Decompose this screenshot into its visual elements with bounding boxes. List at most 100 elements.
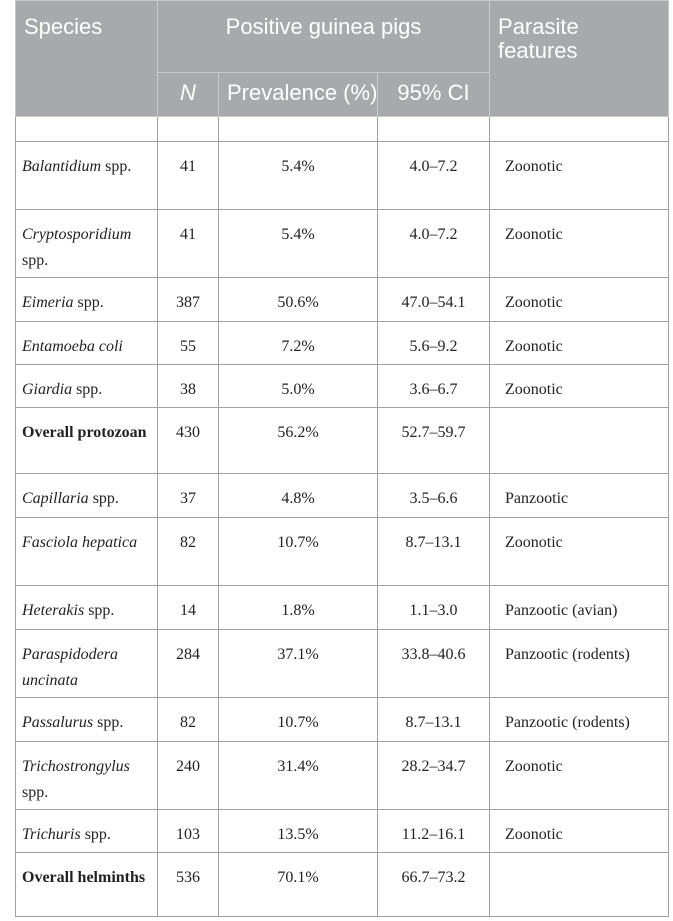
n-cell: 41	[157, 209, 219, 278]
prevalence-cell: 10.7%	[218, 517, 378, 586]
species-suffix: spp.	[77, 294, 104, 311]
features-cell: Zoonotic	[489, 277, 670, 322]
spacer-row	[15, 116, 670, 142]
n-cell: 387	[157, 277, 219, 322]
features-cell: Zoonotic	[489, 321, 670, 365]
n-cell: 284	[157, 629, 219, 698]
species-cell: Paraspidodera uncinata	[15, 629, 158, 698]
prevalence-cell: 5.0%	[218, 364, 378, 408]
n-cell: 37	[157, 473, 219, 518]
prevalence-cell: 50.6%	[218, 277, 378, 322]
features-cell: Zoonotic	[489, 517, 670, 586]
n-cell: 430	[157, 407, 219, 474]
species-name: Overall protozoan	[22, 424, 147, 441]
species-name: Passalurus	[22, 714, 94, 731]
ci-cell: 5.6–9.2	[376, 321, 491, 365]
species-cell: Entamoeba coli	[15, 321, 158, 365]
ci-cell: 8.7–13.1	[376, 517, 491, 586]
n-cell: 82	[157, 697, 219, 742]
species-name: Paraspidodera uncinata	[22, 646, 118, 689]
species-cell: Trichostrongylus spp.	[15, 741, 158, 810]
ci-cell: 4.0–7.2	[376, 209, 491, 278]
species-name: Cryptosporidium	[22, 226, 132, 243]
prevalence-cell: 7.2%	[218, 321, 378, 365]
n-cell: 55	[157, 321, 219, 365]
table-row: Giardia spp. 38 5.0% 3.6–6.7 Zoonotic	[15, 364, 670, 408]
species-suffix: spp.	[22, 252, 49, 269]
species-cell: Trichuris spp.	[15, 809, 158, 853]
data-table: Species Positive guinea pigs Parasite fe…	[15, 0, 670, 917]
ci-cell: 66.7–73.2	[376, 852, 491, 917]
ci-cell: 3.6–6.7	[376, 364, 491, 408]
table-row: Capillaria spp. 37 4.8% 3.5–6.6 Panzootic	[15, 473, 670, 518]
prevalence-cell: 37.1%	[218, 629, 378, 698]
features-cell: Zoonotic	[489, 209, 670, 278]
table-row: Cryptosporidium spp. 41 5.4% 4.0–7.2 Zoonoti…	[15, 209, 670, 278]
prevalence-cell: 10.7%	[218, 697, 378, 742]
species-suffix: spp.	[84, 826, 111, 843]
table-row: Overall protozoan 430 56.2% 52.7–59.7	[15, 407, 670, 474]
species-cell: Cryptosporidium spp.	[15, 209, 158, 278]
species-suffix: spp.	[76, 381, 103, 398]
ci-cell: 47.0–54.1	[376, 277, 491, 322]
prevalence-cell: 1.8%	[218, 585, 378, 630]
ci-cell: 11.2–16.1	[376, 809, 491, 853]
features-cell: Zoonotic	[489, 809, 670, 853]
header-cell: 95% CI	[376, 72, 491, 117]
species-cell: Balantidium spp.	[15, 141, 158, 210]
species-name: Capillaria	[22, 490, 89, 507]
ci-cell: 33.8–40.6	[376, 629, 491, 698]
table-row: Entamoeba coli 55 7.2% 5.6–9.2 Zoonotic	[15, 321, 670, 365]
prevalence-cell: 31.4%	[218, 741, 378, 810]
ci-cell: 4.0–7.2	[376, 141, 491, 210]
species-cell: Overall helminths	[15, 852, 158, 917]
species-name: Fasciola hepatica	[22, 534, 138, 551]
species-suffix: spp.	[22, 784, 49, 801]
species-name: Trichuris	[22, 826, 81, 843]
features-cell: Zoonotic	[489, 364, 670, 408]
species-suffix: spp.	[88, 602, 115, 619]
n-cell: 14	[157, 585, 219, 630]
prevalence-cell: 4.8%	[218, 473, 378, 518]
table-row: Overall helminths 536 70.1% 66.7–73.2	[15, 852, 670, 917]
n-cell: 103	[157, 809, 219, 853]
species-cell: Capillaria spp.	[15, 473, 158, 518]
prevalence-cell: 5.4%	[218, 209, 378, 278]
features-cell: Panzootic (avian)	[489, 585, 670, 630]
features-cell: Panzootic (rodents)	[489, 697, 670, 742]
features-cell: Zoonotic	[489, 141, 670, 210]
species-name: Entamoeba coli	[22, 338, 123, 355]
species-cell: Passalurus spp.	[15, 697, 158, 742]
n-cell: 41	[157, 141, 219, 210]
table-row: Trichuris spp. 103 13.5% 11.2–16.1 Zoonotic	[15, 809, 670, 853]
species-name: Balantidium	[22, 158, 102, 175]
table-row: Heterakis spp. 14 1.8% 1.1–3.0 Panzootic (av…	[15, 585, 670, 630]
species-name: Eimeria	[22, 294, 74, 311]
ci-cell: 28.2–34.7	[376, 741, 491, 810]
ci-cell: 8.7–13.1	[376, 697, 491, 742]
table-row: Trichostrongylus spp. 240 31.4% 28.2–34.7 Zo…	[15, 741, 670, 810]
features-cell	[489, 852, 670, 917]
prevalence-cell: 56.2%	[218, 407, 378, 474]
table-row: Paraspidodera uncinata 284 37.1% 33.8–40.6 P…	[15, 629, 670, 698]
header-cell: Positive guinea pigs	[156, 0, 491, 73]
features-cell	[489, 407, 670, 474]
species-name: Giardia	[22, 381, 73, 398]
species-cell: Giardia spp.	[15, 364, 158, 408]
ci-cell: 52.7–59.7	[376, 407, 491, 474]
n-cell: 82	[157, 517, 219, 586]
species-name: Overall helminths	[22, 869, 146, 886]
species-cell: Eimeria spp.	[15, 277, 158, 322]
table-row: Passalurus spp. 82 10.7% 8.7–13.1 Panzootic …	[15, 697, 670, 742]
features-cell: Zoonotic	[489, 741, 670, 810]
species-suffix: spp.	[97, 714, 124, 731]
species-cell: Heterakis spp.	[15, 585, 158, 630]
table-row: Fasciola hepatica 82 10.7% 8.7–13.1 Zoonotic	[15, 517, 670, 586]
species-name: Heterakis	[22, 602, 85, 619]
species-cell: Fasciola hepatica	[15, 517, 158, 586]
features-cell: Panzootic (rodents)	[489, 629, 670, 698]
table-row: Balantidium spp. 41 5.4% 4.0–7.2 Zoonotic	[15, 141, 670, 210]
ci-cell: 1.1–3.0	[376, 585, 491, 630]
header-cell: Species	[15, 0, 158, 117]
